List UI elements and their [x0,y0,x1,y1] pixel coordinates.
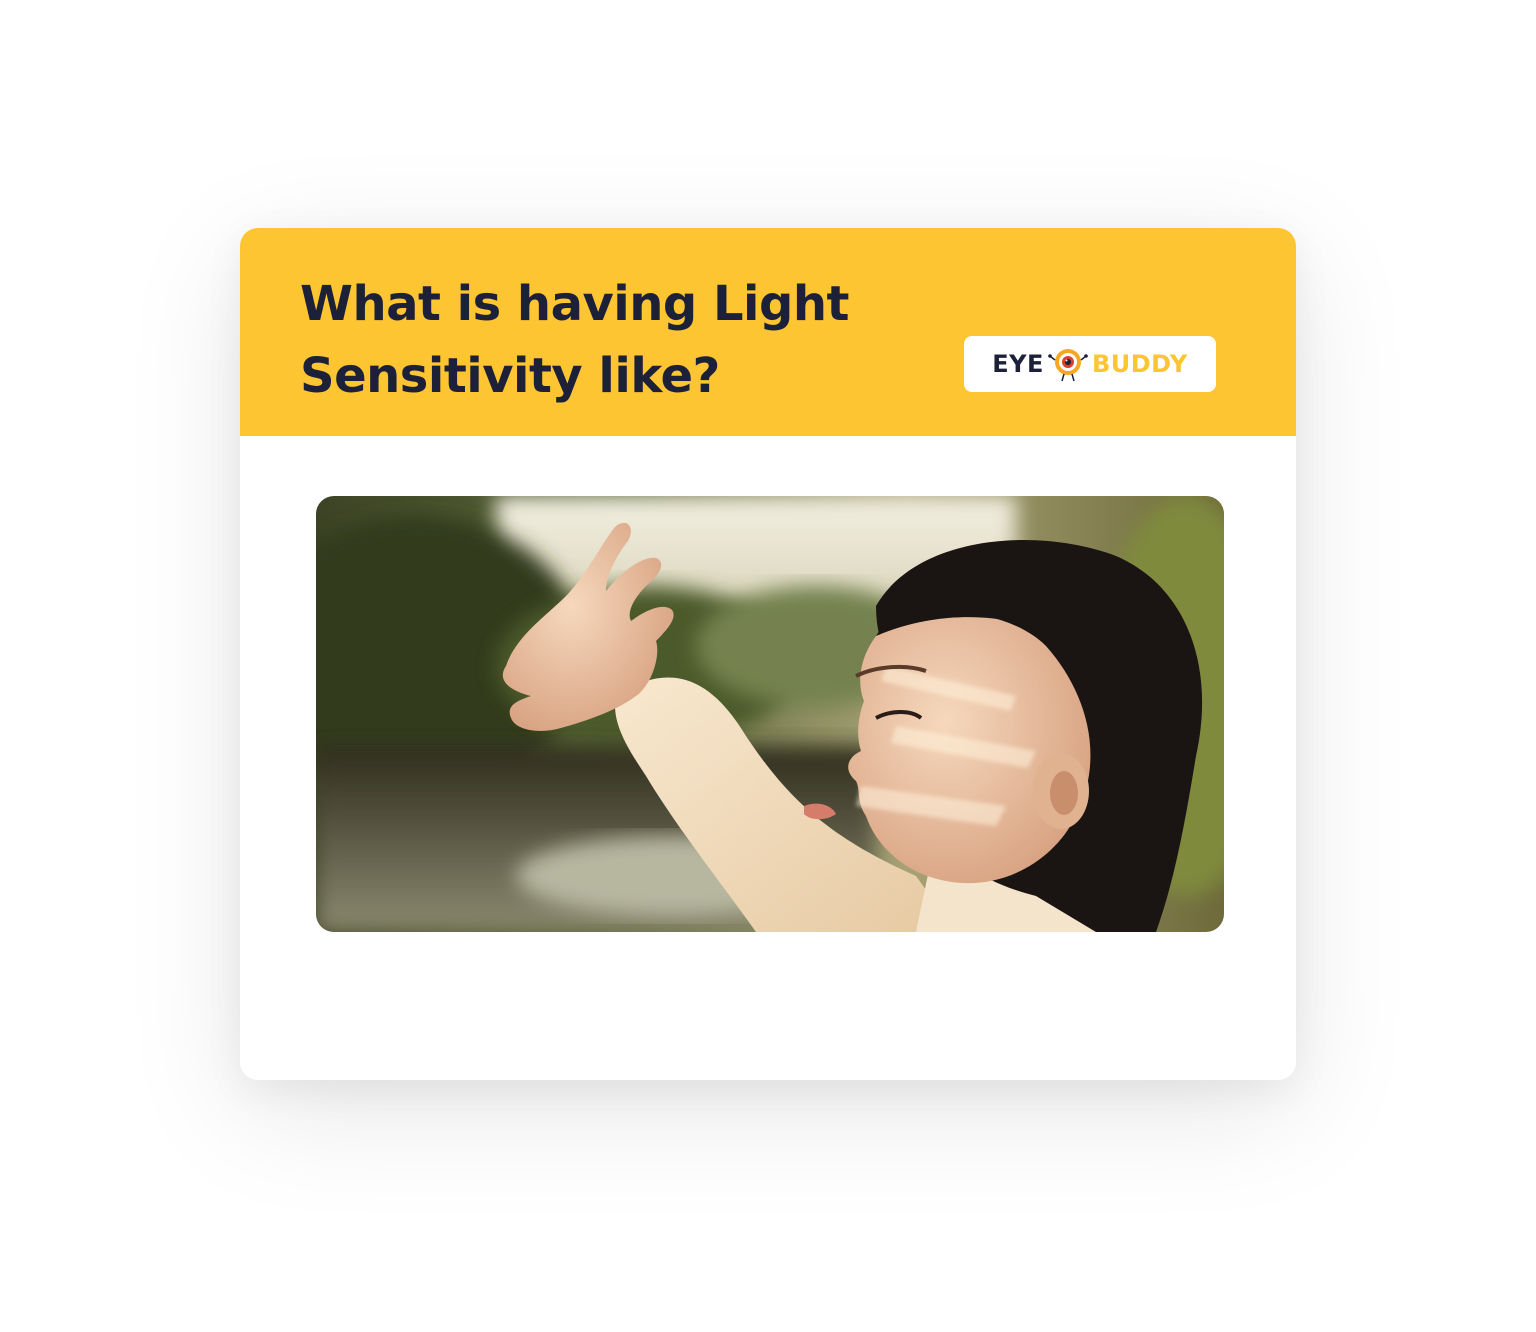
card-header: What is having Light Sensitivity like? E… [240,228,1296,436]
photo-illustration [316,496,1224,932]
logo-word-eye: EYE [992,350,1044,378]
eye-buddy-logo: EYE BUDDY [964,336,1216,392]
logo-word-buddy: BUDDY [1091,350,1188,378]
photo-child-shielding-eyes [316,496,1224,932]
eye-mascot-icon [1048,349,1088,382]
card-title: What is having Light Sensitivity like? [300,276,849,404]
article-card[interactable]: What is having Light Sensitivity like? E… [240,228,1296,1080]
